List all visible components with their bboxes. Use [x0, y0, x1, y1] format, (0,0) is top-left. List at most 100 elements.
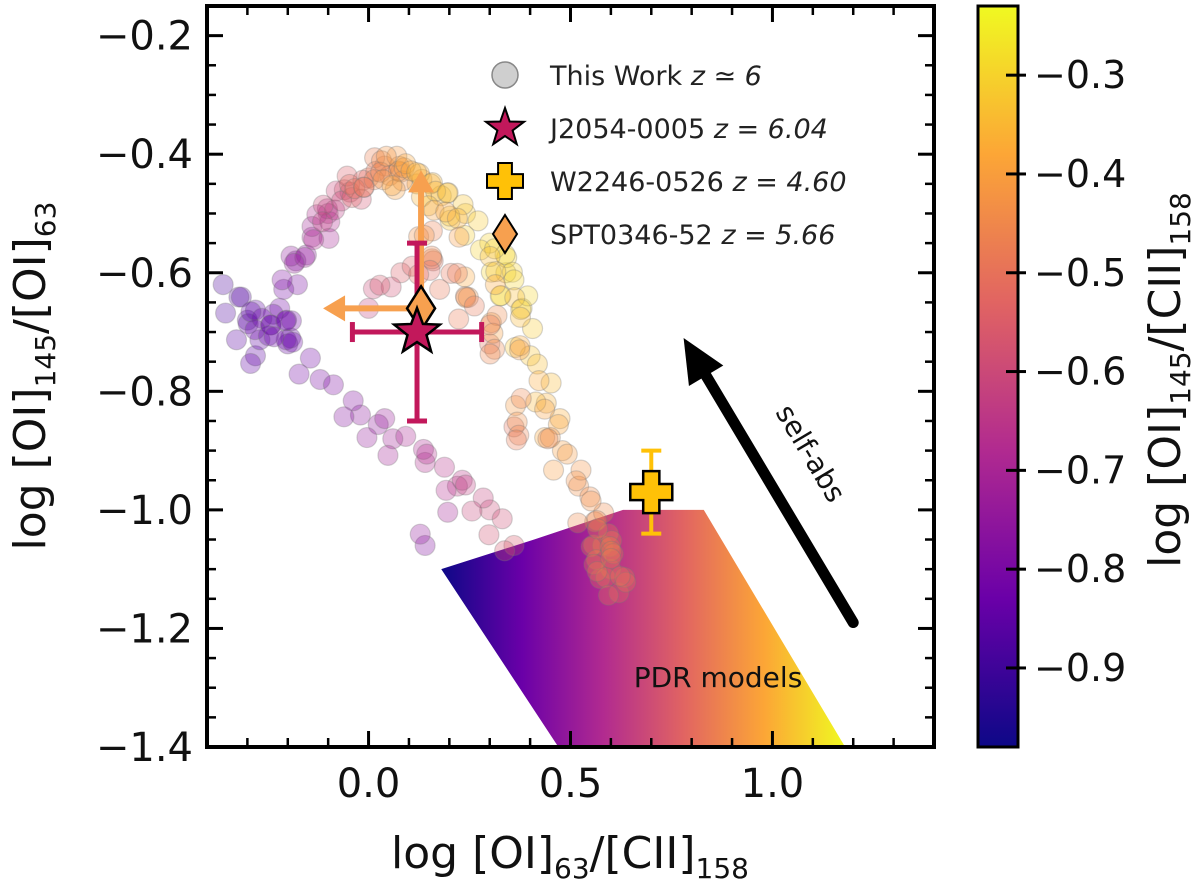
colorbar-gradient	[976, 4, 1020, 749]
scatter-point	[479, 343, 501, 365]
scatter-point	[365, 160, 387, 182]
scatter-point	[288, 363, 310, 385]
scatter-point	[311, 211, 334, 233]
scatter-point	[414, 451, 436, 474]
scatter-point	[494, 540, 516, 562]
scatter-point	[280, 310, 303, 332]
scatter-point	[600, 540, 622, 562]
scatter-point	[600, 547, 622, 570]
scatter-point	[381, 175, 403, 197]
scatter-point	[263, 326, 285, 348]
scatter-point	[277, 333, 299, 355]
scatter-point	[454, 266, 476, 288]
y-tick-label: −1.4	[96, 725, 193, 771]
scatter-point	[414, 534, 436, 557]
scatter-point	[503, 534, 525, 557]
scatter-point	[540, 372, 562, 394]
scatter-point	[251, 307, 273, 330]
scatter-point	[510, 298, 532, 321]
scatter-point	[446, 262, 469, 284]
scatter-point	[586, 560, 608, 583]
scatter-point	[439, 205, 461, 227]
legend-marker-j2054	[483, 104, 527, 147]
scatter-point	[312, 194, 334, 216]
scatter-point	[214, 302, 237, 324]
scatter-point	[467, 210, 489, 232]
scatter-point	[491, 508, 513, 530]
scatter-point	[454, 224, 476, 247]
scatter-point	[316, 198, 338, 220]
colorbar-tick-label: −0.3	[1034, 53, 1126, 97]
scatter-point	[565, 470, 587, 492]
scatter-point	[439, 209, 461, 231]
scatter-point	[454, 285, 477, 308]
scatter-point	[306, 204, 328, 226]
scatter-point	[478, 524, 500, 546]
scatter-point	[271, 269, 293, 291]
scatter-point	[275, 309, 298, 331]
scatter-point	[451, 469, 473, 491]
pdr-models-label: PDR models	[634, 661, 803, 694]
scatter-point	[322, 374, 345, 396]
scatter-point	[303, 228, 325, 251]
scatter-point	[275, 329, 297, 351]
scatter-point	[362, 278, 385, 300]
scatter-point	[528, 370, 550, 392]
scatter-point	[505, 429, 527, 451]
scatter-point	[510, 387, 532, 410]
scatter-point	[249, 329, 271, 351]
y-tick-label: −1.0	[96, 488, 193, 534]
scatter-point	[283, 252, 305, 274]
scatter-point	[586, 518, 609, 540]
scatter-point	[336, 165, 358, 187]
scatter-point	[285, 250, 307, 272]
scatter-point	[503, 416, 525, 438]
scatter-point	[504, 394, 527, 417]
this-work-cloud	[212, 145, 637, 606]
scatter-point	[549, 407, 571, 430]
scatter-point	[534, 398, 556, 420]
x-tick-label: 0.5	[539, 761, 603, 807]
scatter-point	[330, 190, 353, 212]
scatter-point	[509, 339, 531, 361]
scatter-point	[363, 169, 385, 191]
scatter-point	[584, 511, 606, 533]
scatter-point	[547, 413, 569, 436]
scatter-point	[511, 297, 533, 319]
scatter-point	[485, 260, 507, 283]
scatter-point	[269, 297, 291, 319]
axis-ticks: 0.0 0.5 1.0 −1.4 −1.2 −1.0 −0.8 −0.6 −0.4 −0.2	[96, 4, 936, 807]
x-axis-label: log [OI]63/[CII]158	[391, 828, 749, 881]
scatter-point	[489, 285, 511, 307]
scatter-point	[437, 501, 459, 523]
literature-markers	[323, 170, 674, 536]
scatter-point	[380, 276, 402, 298]
scatter-point	[446, 207, 469, 229]
scatter-point	[341, 186, 363, 209]
x-tick-label: 1.0	[741, 761, 805, 807]
scatter-point	[390, 161, 412, 183]
scatter-point	[567, 512, 589, 534]
y-tick-label: −1.2	[96, 606, 193, 652]
legend-marker-w2246	[486, 162, 524, 200]
scatter-point	[301, 215, 323, 238]
legend: This Work z ≃ 6 J2054-0005 z = 6.04 W2246-…	[483, 61, 847, 255]
self-abs-arrow-head	[683, 337, 724, 387]
scatter-point	[556, 443, 578, 465]
scatter-point	[593, 502, 615, 524]
scatter-point	[526, 353, 548, 375]
scatter-point	[589, 568, 611, 590]
scatter-point	[318, 227, 340, 249]
scatter-point	[295, 244, 317, 266]
y-tick-label: −0.8	[96, 369, 193, 415]
scatter-point	[333, 179, 355, 201]
scatter-point	[352, 169, 374, 191]
scatter-point	[437, 182, 459, 204]
scatter-point	[240, 301, 262, 323]
scatter-point	[537, 428, 559, 450]
scatter-point	[374, 407, 396, 430]
scatter-point	[534, 426, 556, 449]
scatter-point	[280, 245, 302, 267]
scatter-point	[448, 308, 470, 330]
legend-label: J2054-0005 z = 6.04	[548, 114, 828, 145]
